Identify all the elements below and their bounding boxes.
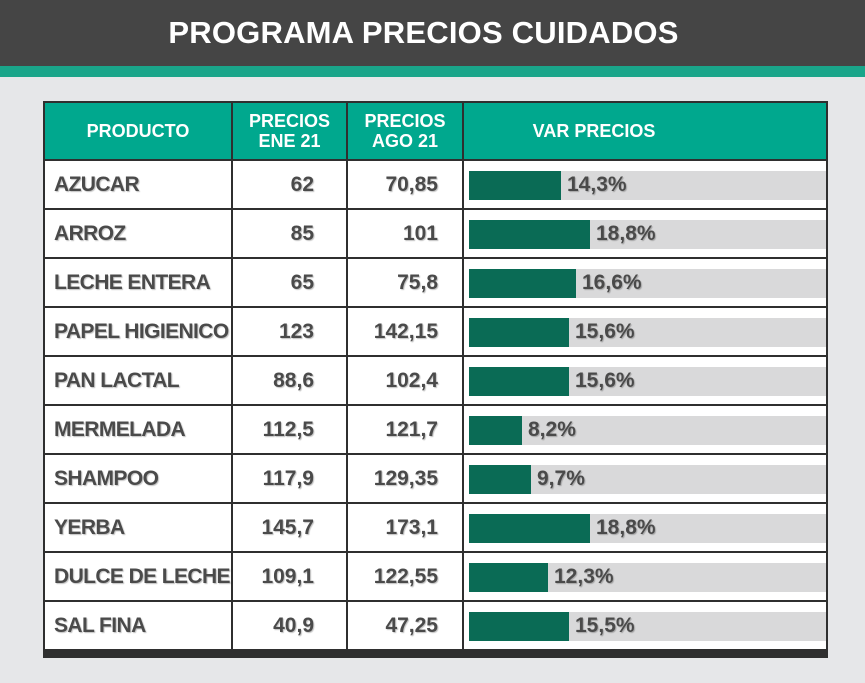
price-ene-cell: 109,1 xyxy=(233,553,346,600)
var-label: 15,5% xyxy=(575,613,635,637)
var-label: 16,6% xyxy=(582,270,642,294)
var-bar xyxy=(469,220,590,249)
var-bar xyxy=(469,612,569,641)
price-ene-cell: 85 xyxy=(233,210,346,257)
var-cell: 16,6% xyxy=(464,259,826,306)
product-name-cell: YERBA xyxy=(45,504,231,551)
price-ago-cell: 129,35 xyxy=(348,455,462,502)
price-ene-cell: 112,5 xyxy=(233,406,346,453)
var-bar xyxy=(469,171,561,200)
var-bar-track xyxy=(469,416,826,445)
var-cell: 9,7% xyxy=(464,455,826,502)
var-cell: 18,8% xyxy=(464,210,826,257)
header-var-precios: VAR PRECIOS xyxy=(464,103,724,159)
var-bar xyxy=(469,514,590,543)
price-ago-cell: 102,4 xyxy=(348,357,462,404)
var-label: 12,3% xyxy=(554,564,614,588)
table-row: DULCE DE LECHE 109,1 122,55 12,3% xyxy=(45,553,826,600)
header-divider xyxy=(231,103,233,159)
product-name-cell: SAL FINA xyxy=(45,602,231,649)
price-ene-cell: 145,7 xyxy=(233,504,346,551)
table-row: MERMELADA 112,5 121,7 8,2% xyxy=(45,406,826,453)
price-ago-cell: 70,85 xyxy=(348,161,462,208)
header-ago-line1: PRECIOS xyxy=(364,111,446,131)
var-cell: 15,5% xyxy=(464,602,826,649)
product-name-cell: ARROZ xyxy=(45,210,231,257)
price-ene-cell: 62 xyxy=(233,161,346,208)
product-name-cell: MERMELADA xyxy=(45,406,231,453)
header-ago-line2: AGO 21 xyxy=(371,131,439,151)
price-ago-cell: 121,7 xyxy=(348,406,462,453)
price-ene-cell: 123 xyxy=(233,308,346,355)
price-ago-cell: 122,55 xyxy=(348,553,462,600)
table-row: SAL FINA 40,9 47,25 15,5% xyxy=(45,602,826,649)
var-bar xyxy=(469,269,576,298)
table-row: YERBA 145,7 173,1 18,8% xyxy=(45,504,826,551)
header-ene-line1: PRECIOS xyxy=(248,111,331,131)
var-label: 18,8% xyxy=(596,221,656,245)
accent-stripe xyxy=(0,66,865,77)
var-cell: 12,3% xyxy=(464,553,826,600)
table-row: ARROZ 85 101 18,8% xyxy=(45,210,826,257)
table-row: PAN LACTAL 88,6 102,4 15,6% xyxy=(45,357,826,404)
var-label: 9,7% xyxy=(537,466,585,490)
product-name-cell: PAPEL HIGIENICO xyxy=(45,308,231,355)
var-label: 15,6% xyxy=(575,368,635,392)
var-label: 8,2% xyxy=(528,417,576,441)
price-ene-cell: 65 xyxy=(233,259,346,306)
var-bar xyxy=(469,465,531,494)
product-name-cell: LECHE ENTERA xyxy=(45,259,231,306)
price-ago-cell: 47,25 xyxy=(348,602,462,649)
price-ene-cell: 88,6 xyxy=(233,357,346,404)
price-ago-cell: 142,15 xyxy=(348,308,462,355)
price-ene-cell: 117,9 xyxy=(233,455,346,502)
table-row: PAPEL HIGIENICO 123 142,15 15,6% xyxy=(45,308,826,355)
product-name-cell: SHAMPOO xyxy=(45,455,231,502)
var-cell: 14,3% xyxy=(464,161,826,208)
header-var-label: VAR PRECIOS xyxy=(532,121,656,141)
var-bar xyxy=(469,318,569,347)
header-producto-label: PRODUCTO xyxy=(86,121,190,141)
header-divider xyxy=(346,103,348,159)
var-cell: 15,6% xyxy=(464,357,826,404)
var-cell: 18,8% xyxy=(464,504,826,551)
table-header: PRODUCTO PRECIOS ENE 21 PRECIOS AGO 21 V… xyxy=(45,103,826,159)
var-bar xyxy=(469,367,569,396)
header-precios-ene: PRECIOS ENE 21 xyxy=(233,103,346,159)
var-cell: 15,6% xyxy=(464,308,826,355)
var-label: 18,8% xyxy=(596,515,656,539)
var-label: 15,6% xyxy=(575,319,635,343)
header-divider xyxy=(462,103,464,159)
price-ago-cell: 101 xyxy=(348,210,462,257)
price-ene-cell: 40,9 xyxy=(233,602,346,649)
product-name-cell: AZUCAR xyxy=(45,161,231,208)
price-ago-cell: 75,8 xyxy=(348,259,462,306)
header-precios-ago: PRECIOS AGO 21 xyxy=(348,103,462,159)
table-row: SHAMPOO 117,9 129,35 9,7% xyxy=(45,455,826,502)
page-title: PROGRAMA PRECIOS CUIDADOS xyxy=(168,15,679,50)
var-cell: 8,2% xyxy=(464,406,826,453)
var-bar xyxy=(469,416,522,445)
header-ene-line2: ENE 21 xyxy=(258,131,321,151)
table-row: LECHE ENTERA 65 75,8 16,6% xyxy=(45,259,826,306)
var-bar xyxy=(469,563,548,592)
var-label: 14,3% xyxy=(567,172,627,196)
header-producto: PRODUCTO xyxy=(45,103,231,159)
table-row: AZUCAR 62 70,85 14,3% xyxy=(45,161,826,208)
product-name-cell: PAN LACTAL xyxy=(45,357,231,404)
price-table: PRODUCTO PRECIOS ENE 21 PRECIOS AGO 21 V… xyxy=(43,101,828,658)
product-name-cell: DULCE DE LECHE xyxy=(45,553,231,600)
price-ago-cell: 173,1 xyxy=(348,504,462,551)
title-banner: PROGRAMA PRECIOS CUIDADOS xyxy=(0,0,865,66)
